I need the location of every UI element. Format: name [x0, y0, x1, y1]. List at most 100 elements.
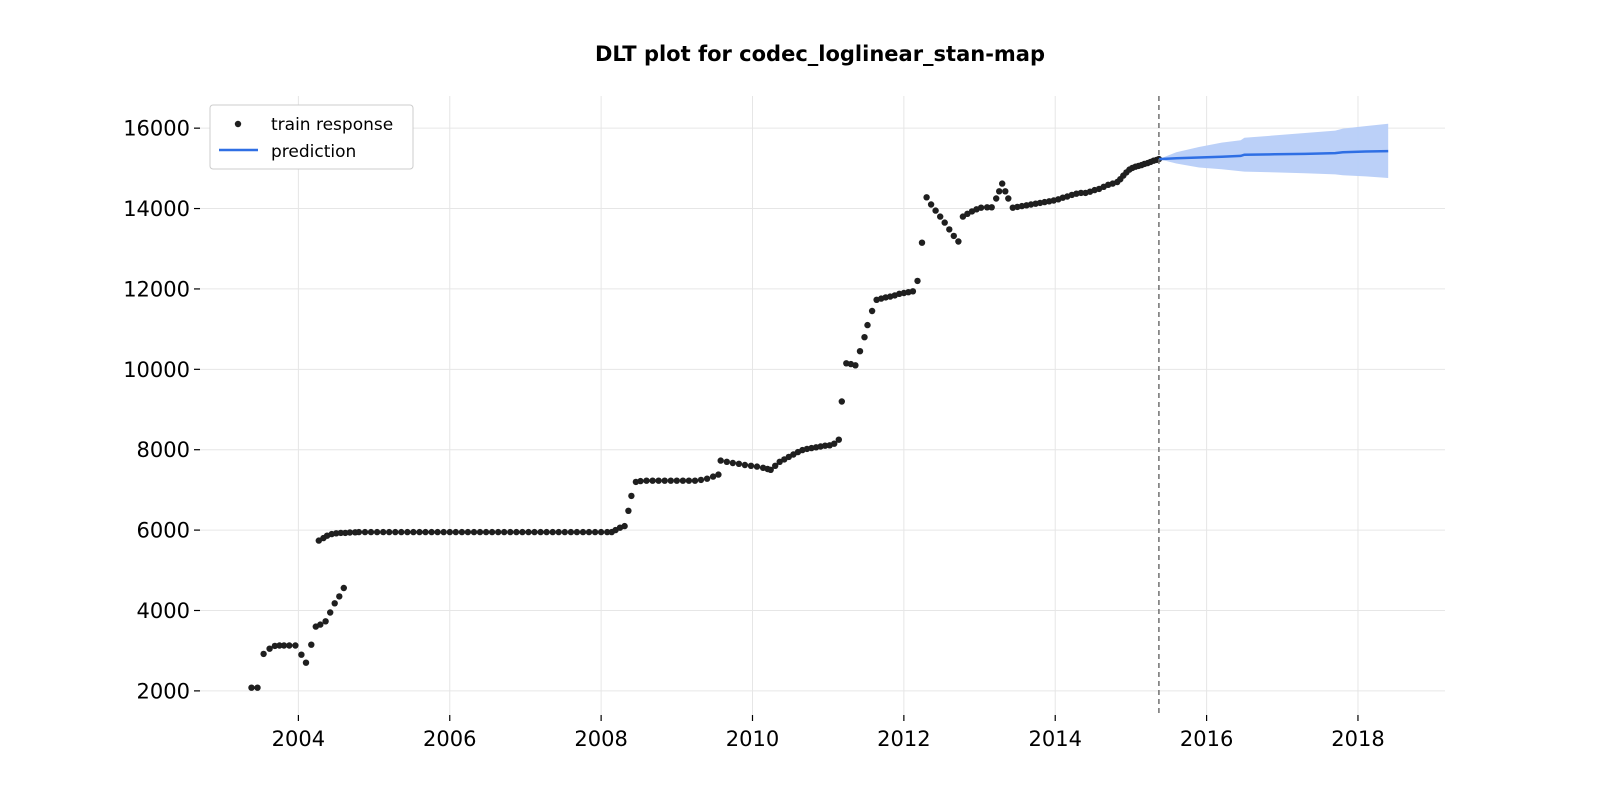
train-response-point: [386, 528, 393, 536]
train-response-point: [336, 593, 343, 600]
y-tick-label: 4000: [137, 599, 190, 623]
y-tick-label: 14000: [123, 197, 190, 221]
train-response-point: [380, 528, 387, 536]
train-response-point: [476, 528, 484, 536]
train-response-point: [567, 528, 575, 536]
train-response-point: [637, 477, 644, 485]
train-response-point: [856, 348, 864, 355]
train-response-point: [988, 204, 995, 211]
train-response-point: [361, 528, 369, 536]
train-response-point: [643, 477, 650, 484]
train-response-point: [838, 398, 845, 405]
train-response-point: [735, 460, 743, 467]
train-response-point: [248, 684, 255, 691]
prediction-band-layer: [1158, 123, 1389, 178]
x-tick-label: 2010: [726, 727, 779, 751]
train-response-point: [428, 528, 435, 536]
train-response-point: [604, 528, 611, 536]
train-response-point: [1002, 188, 1009, 195]
train-response-point: [772, 462, 779, 469]
train-response-point: [434, 528, 441, 536]
train-response-point: [591, 528, 599, 536]
train-response-point: [946, 226, 953, 233]
prediction-interval-band: [1158, 123, 1389, 178]
legend-train-response-marker: [234, 120, 242, 128]
legend-prediction-label: prediction: [271, 142, 356, 162]
train-response-point: [525, 528, 532, 536]
train-response-point: [729, 459, 736, 467]
train-response-point: [741, 461, 749, 469]
y-tick-label: 16000: [123, 117, 190, 141]
train-response-point: [918, 239, 926, 246]
train-response-point: [452, 528, 459, 536]
train-response-point: [927, 201, 935, 208]
train-response-point: [404, 528, 411, 536]
prediction-line-layer: [1158, 149, 1389, 161]
train-response-point: [914, 277, 921, 285]
train-response-point: [852, 362, 859, 369]
x-tick-label: 2018: [1331, 727, 1384, 751]
train-response-point: [342, 529, 349, 537]
train-response-point: [398, 528, 405, 536]
train-response-point: [835, 436, 842, 443]
y-tick-label: 12000: [123, 277, 190, 301]
train-response-point: [392, 528, 399, 536]
x-tick-label: 2004: [272, 727, 325, 751]
train-response-point: [673, 477, 680, 484]
train-response-point: [543, 528, 550, 536]
train-response-point: [446, 528, 453, 536]
train-response-point: [266, 645, 273, 652]
train-response-point: [276, 642, 283, 649]
train-response-point: [367, 528, 375, 536]
train-response-point: [983, 204, 991, 211]
train-response-point: [767, 466, 774, 473]
y-tick-label: 2000: [137, 679, 190, 703]
legend: train response prediction: [209, 104, 414, 170]
train-response-point: [537, 528, 544, 536]
train-response-point: [993, 195, 1000, 202]
train-response-point: [655, 477, 662, 484]
train-response-point: [996, 188, 1003, 195]
train-response-point: [298, 651, 305, 658]
train-response-point: [331, 600, 338, 607]
train-response-point: [621, 522, 628, 530]
train-response-point: [937, 213, 944, 220]
train-response-point: [868, 307, 876, 315]
axis-ticks: 2004 2006 2008 2010 2012 2014 2016 2018 2000 4000…: [123, 117, 1385, 751]
legend-box: [209, 104, 414, 170]
x-tick-label: 2012: [877, 727, 930, 751]
train-response-point: [1077, 189, 1085, 197]
train-response-point: [691, 477, 699, 484]
train-response-point: [322, 618, 329, 625]
train-response-point: [254, 684, 261, 691]
train-response-point: [327, 609, 334, 616]
chart-title: DLT plot for codec_loglinear_stan-map: [595, 42, 1045, 66]
x-tick-label: 2014: [1029, 727, 1082, 751]
train-response-point: [507, 528, 514, 536]
grid-layer: [200, 96, 1445, 715]
train-response-point: [649, 477, 656, 484]
train-response-point: [628, 492, 635, 500]
y-tick-label: 8000: [137, 438, 190, 462]
train-response-point: [555, 528, 562, 536]
train-response-point: [923, 194, 930, 201]
train-response-point: [753, 463, 761, 470]
train-response-point: [667, 477, 674, 484]
train-response-point: [697, 476, 705, 484]
train-response-point: [513, 528, 520, 536]
train-response-point: [909, 288, 917, 295]
train-response-point: [464, 528, 472, 536]
train-response-point: [271, 642, 279, 650]
train-response-point: [685, 477, 693, 484]
y-tick-label: 6000: [137, 519, 190, 543]
train-response-point: [585, 528, 593, 536]
train-response-point: [346, 529, 354, 536]
train-response-point: [531, 528, 538, 536]
legend-train-response-label: train response: [271, 115, 393, 135]
prediction-line: [1158, 149, 1389, 161]
train-response-point: [999, 180, 1006, 187]
train-response-point: [573, 528, 581, 536]
x-tick-label: 2016: [1180, 727, 1233, 751]
train-response-point: [715, 471, 722, 478]
train-response-point: [549, 528, 556, 536]
